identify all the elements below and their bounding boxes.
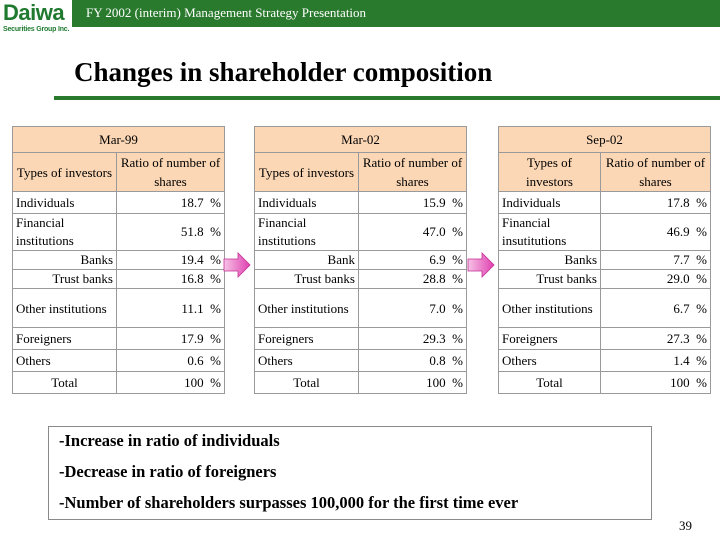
row-value-individuals: 18.7 %: [115, 191, 226, 214]
table-period: Mar-99: [11, 126, 226, 153]
bullet-item: -Increase in ratio of individuals: [59, 431, 280, 450]
row-label-foreigners: Foreigners: [498, 327, 601, 350]
row-label-trust-banks: Trust banks: [254, 269, 359, 289]
page-number: 39: [679, 518, 692, 533]
table-mar-02: Mar-02 Types of investors Ratio of numbe…: [253, 126, 468, 394]
row-label-foreigners: Foreigners: [12, 327, 117, 350]
row-value-financial: 51.8 %: [115, 213, 226, 251]
row-label-total: Total: [12, 371, 117, 394]
row-label-individuals: Individuals: [12, 191, 117, 214]
row-value-foreigners: 27.3 %: [600, 327, 711, 350]
row-value-trust-banks: 29.0 %: [600, 269, 711, 289]
row-label-foreigners: Foreigners: [254, 327, 359, 350]
row-value-foreigners: 29.3 %: [357, 327, 468, 350]
row-label-individuals: Individuals: [498, 191, 601, 214]
row-label-total: Total: [498, 371, 601, 394]
table-period: Mar-02: [253, 126, 468, 153]
row-value-other-institutions: 11.1 %: [115, 288, 226, 328]
logo-subtitle: Securities Group Inc.: [3, 26, 70, 33]
row-value-financial: 46.9 %: [600, 213, 711, 251]
row-value-other-institutions: 7.0 %: [357, 288, 468, 328]
row-label-others: Others: [12, 349, 117, 372]
logo-wordmark: Daiwa: [3, 0, 65, 25]
row-label-financial: Financial insutitutions: [498, 213, 601, 251]
row-value-others: 0.6 %: [115, 349, 226, 372]
row-value-trust-banks: 28.8 %: [357, 269, 468, 289]
row-label-other-institutions: Other institutions: [12, 288, 117, 328]
row-label-trust-banks: Trust banks: [498, 269, 601, 289]
row-value-total: 100 %: [115, 371, 226, 394]
row-value-individuals: 15.9 %: [357, 191, 468, 214]
row-label-others: Others: [254, 349, 359, 372]
row-value-banks: 19.4 %: [115, 250, 226, 270]
row-value-others: 1.4 %: [600, 349, 711, 372]
row-value-other-institutions: 6.7 %: [600, 288, 711, 328]
row-value-banks: 6.9 %: [357, 250, 468, 270]
row-label-other-institutions: Other institutions: [498, 288, 601, 328]
col-header-ratio: Ratio of number of shares: [600, 152, 711, 192]
bullet-item: -Decrease in ratio of foreigners: [59, 462, 277, 481]
row-label-other-institutions: Other institutions: [254, 288, 359, 328]
row-label-banks: Bank: [254, 250, 359, 270]
daiwa-logo: Daiwa Securities Group Inc.: [0, 0, 72, 36]
row-value-total: 100 %: [600, 371, 711, 394]
row-value-trust-banks: 16.8 %: [115, 269, 226, 289]
table-period: Sep-02: [498, 126, 711, 153]
row-value-financial: 47.0 %: [357, 213, 468, 251]
table-sep-02: Sep-02 Types of investors Ratio of numbe…: [498, 126, 711, 394]
presentation-title: FY 2002 (interim) Management Strategy Pr…: [86, 5, 367, 20]
row-value-total: 100 %: [357, 371, 468, 394]
row-value-individuals: 17.8 %: [600, 191, 711, 214]
row-label-others: Others: [498, 349, 601, 372]
bullet-item: -Number of shareholders surpasses 100,00…: [59, 493, 519, 512]
row-label-individuals: Individuals: [254, 191, 359, 214]
summary-box: -Increase in ratio of individuals -Decre…: [48, 426, 652, 520]
table-mar-99: Mar-99 Types of investors Ratio of numbe…: [11, 126, 226, 394]
row-label-banks: Banks: [12, 250, 117, 270]
header-bar: [72, 0, 720, 27]
row-value-banks: 7.7 %: [600, 250, 711, 270]
title-underline: [54, 96, 720, 100]
col-header-investors: Types of investors: [12, 152, 117, 192]
row-label-financial: Financial institutions: [254, 213, 359, 251]
col-header-ratio: Ratio of number of shares: [357, 152, 468, 192]
row-label-trust-banks: Trust banks: [12, 269, 117, 289]
row-value-others: 0.8 %: [357, 349, 468, 372]
col-header-investors: Types of investors: [254, 152, 359, 192]
row-value-foreigners: 17.9 %: [115, 327, 226, 350]
row-label-financial: Financial institutions: [12, 213, 117, 251]
row-label-total: Total: [254, 371, 359, 394]
right-arrow-icon: [467, 252, 495, 278]
right-arrow-icon: [223, 252, 251, 278]
col-header-investors: Types of investors: [498, 152, 601, 192]
col-header-ratio: Ratio of number of shares: [115, 152, 226, 192]
row-label-banks: Banks: [498, 250, 601, 270]
page-title: Changes in shareholder composition: [74, 57, 493, 87]
